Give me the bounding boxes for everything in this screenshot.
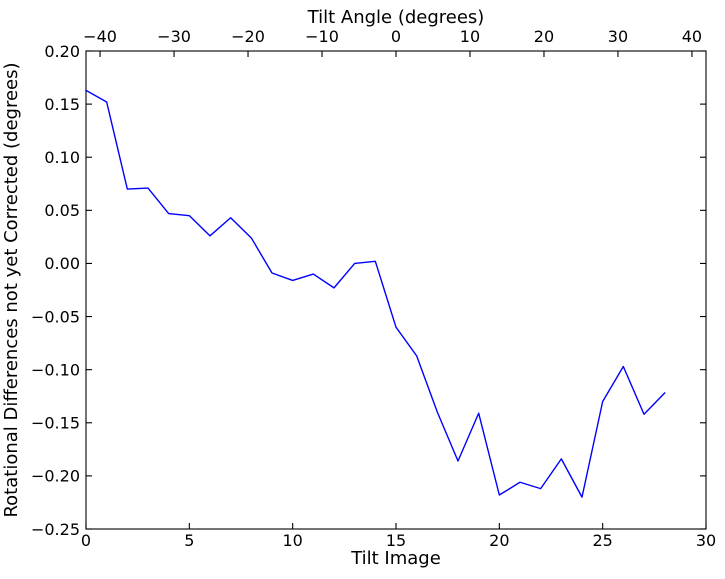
top-axis-tick-label: 0 xyxy=(391,27,401,46)
bottom-axis-label: Tilt Image xyxy=(350,548,441,569)
top-axis-tick-label: 10 xyxy=(460,27,480,46)
series-rotational-difference xyxy=(85,89,666,498)
left-axis-tick-label: 0.20 xyxy=(44,42,80,61)
plot-frame xyxy=(85,50,707,530)
left-axis-tick-label: 0.00 xyxy=(44,254,80,273)
top-axis-tick-label: 20 xyxy=(534,27,554,46)
bottom-axis-tick-label: 15 xyxy=(386,531,406,550)
top-axis-label: Tilt Angle (degrees) xyxy=(307,7,485,28)
top-axis-tick-label: 40 xyxy=(682,27,702,46)
bottom-axis-tick-label: 5 xyxy=(184,531,194,550)
bottom-axis-tick-label: 10 xyxy=(282,531,302,550)
top-axis-tick-label: −30 xyxy=(157,27,191,46)
left-axis-tick-label: −0.15 xyxy=(31,414,80,433)
left-axis-tick-label: 0.10 xyxy=(44,148,80,167)
top-axis-tick-label: 30 xyxy=(608,27,628,46)
plot-layer: 0 5 10 15 20 25 30 −40 −30 −20 −10 0 10 20 30 40 0.20 0.1… xyxy=(31,27,716,550)
top-axis-tick-label: −40 xyxy=(83,27,117,46)
left-axis-tick-label: 0.15 xyxy=(44,95,80,114)
y-axis-label: Rotational Differences not yet Corrected… xyxy=(1,62,22,517)
left-axis-tick-label: −0.20 xyxy=(31,467,80,486)
left-axis-tick-label: −0.05 xyxy=(31,307,80,326)
top-axis-tick-label: −10 xyxy=(305,27,339,46)
top-axis-tick-label: −20 xyxy=(231,27,265,46)
left-axis-tick-label: 0.05 xyxy=(44,201,80,220)
bottom-axis-tick-label: 25 xyxy=(592,531,612,550)
left-axis-tick-label: −0.10 xyxy=(31,360,80,379)
bottom-axis-tick-label: 20 xyxy=(489,531,509,550)
left-axis-tick-label: −0.25 xyxy=(31,520,80,539)
bottom-axis-tick-label: 30 xyxy=(696,531,716,550)
bottom-axis-tick-label: 0 xyxy=(81,531,91,550)
